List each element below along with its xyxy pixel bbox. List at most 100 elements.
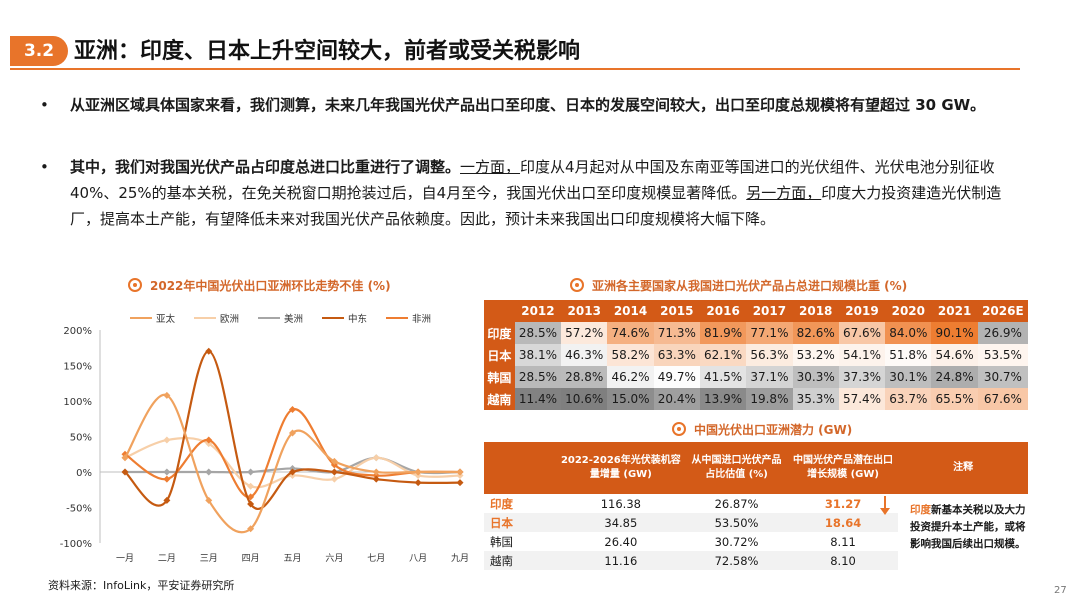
x-tick-label: 一月 <box>116 553 134 564</box>
note-cell <box>898 513 1028 532</box>
bullet-1: • 从亚洲区域具体国家来看，我们测算，未来几年我国光伏产品出口至印度、日本的发展… <box>40 92 1030 144</box>
series-point <box>205 468 213 476</box>
series-point <box>247 468 255 476</box>
series-point <box>414 468 422 476</box>
series-point <box>289 472 296 480</box>
heatmap-cell: 11.4% <box>514 388 562 410</box>
series-point <box>372 454 380 462</box>
series-point <box>163 391 171 399</box>
bullet-1-part: 从亚洲区域具体国家来看，我们测算，未来几年我国光伏产品出口至印度、日本的发展空间… <box>70 96 986 114</box>
heatmap-cell: 37.3% <box>838 366 886 388</box>
legend-label: 美洲 <box>284 313 303 325</box>
bullet-dot: • <box>40 96 49 114</box>
heatmap-cell: 10.6% <box>561 388 608 410</box>
series-point <box>163 468 171 476</box>
column-header: 2018 <box>792 300 839 322</box>
series-point <box>163 475 171 483</box>
bullet-2: • 其中，我们对我国光伏产品占印度总进口比重进行了调整。一方面，印度从4月起对从… <box>40 154 1030 260</box>
series-point <box>456 468 464 476</box>
note-cell <box>898 494 1028 513</box>
x-tick-label: 六月 <box>325 552 343 564</box>
x-tick-label: 五月 <box>283 553 301 564</box>
series-point <box>163 496 171 504</box>
table-row: 印度 116.38 26.87% 31.27 <box>484 494 1028 513</box>
title-divider <box>10 68 1020 70</box>
row-header: 韩国 <box>484 366 515 388</box>
heatmap-cell: 53.5% <box>977 344 1028 366</box>
table-cell: 53.50% <box>685 513 788 532</box>
table-row: 韩国 26.40 30.72% 8.11 <box>484 532 1028 551</box>
series-point <box>330 468 338 476</box>
series-point <box>456 472 464 480</box>
x-tick-label: 九月 <box>451 553 469 564</box>
table-cell: 26.87% <box>714 496 759 511</box>
heatmap-cell: 41.5% <box>699 366 747 388</box>
table-row: 越南 11.16 72.58% 8.10 <box>484 551 1028 570</box>
line-chart: 200% 150% 100% 50% 0% -50% -100% 一月 二月 三月 四月 五月 六月 七月… <box>60 313 469 564</box>
heatmap-cell: 20.4% <box>653 388 700 410</box>
table-cell: 11.16 <box>556 551 686 570</box>
table-cell: 31.27 <box>824 496 862 511</box>
y-tick-label: 50% <box>70 433 92 444</box>
series-line-中东 <box>124 350 461 510</box>
column-header: 2017 <box>746 300 793 322</box>
column-header: 2022-2026年光伏装机容量增量 (GW) <box>556 442 686 494</box>
column-header: 注释 <box>898 442 1028 494</box>
heatmap-cell: 63.7% <box>885 388 932 410</box>
table-cell: 30.72% <box>714 534 759 549</box>
table-cell: 18.64 <box>787 513 899 532</box>
row-header: 日本 <box>484 344 515 366</box>
heatmap-cell: 26.9% <box>977 322 1028 344</box>
column-header: 2026E <box>977 300 1028 322</box>
heatmap-cell: 28.5% <box>514 322 562 344</box>
x-tick-label: 七月 <box>367 553 385 564</box>
corner-cell <box>484 300 515 322</box>
x-tick-label: 八月 <box>409 553 427 564</box>
column-header: 中国光伏产品潜在出口增长规模 (GW) <box>787 442 899 494</box>
table-row: 日本 34.85 53.50% 18.64 <box>484 513 1028 532</box>
row-label: 日本 <box>484 513 557 532</box>
x-tick-label: 四月 <box>242 553 260 564</box>
column-header: 2012 <box>514 300 562 322</box>
heatmap-cell: 54.1% <box>838 344 886 366</box>
column-header: 2019 <box>838 300 886 322</box>
heatmap-cell: 53.2% <box>792 344 839 366</box>
heatmap-cell: 65.5% <box>931 388 978 410</box>
row-label: 韩国 <box>490 534 513 549</box>
column-header: 2015 <box>653 300 700 322</box>
note-cell <box>898 551 1028 570</box>
series-point <box>414 472 422 480</box>
series-point <box>456 479 464 487</box>
heatmap-cell: 28.8% <box>561 366 608 388</box>
column-header: 2016 <box>699 300 747 322</box>
heatmap-cell: 30.3% <box>792 366 839 388</box>
column-header: 2021 <box>931 300 978 322</box>
potential-title: 中国光伏出口亚洲潜力 (GW) <box>672 420 852 438</box>
heatmap-cell: 46.3% <box>561 344 608 366</box>
column-header: 2014 <box>607 300 654 322</box>
bullet-2-text: 其中，我们对我国光伏产品占印度总进口比重进行了调整。一方面，印度从4月起对从中国… <box>70 154 1030 232</box>
y-tick-label: 200% <box>63 326 92 337</box>
section-badge: 3.2 <box>10 36 68 66</box>
heatmap-cell: 51.8% <box>885 344 932 366</box>
y-tick-label: 0% <box>76 468 92 479</box>
heatmap-cell: 38.1% <box>514 344 562 366</box>
series-line-非洲 <box>124 408 461 498</box>
row-header: 印度 <box>484 322 515 344</box>
heatmap-table: 2012 2013 2014 2015 2016 2017 2018 2019 2020 2021… <box>484 300 1028 410</box>
down-arrow-icon <box>880 496 890 515</box>
series-point <box>372 468 380 476</box>
column-header: 2013 <box>561 300 608 322</box>
heatmap-cell: 49.7% <box>653 366 700 388</box>
heatmap-cell: 24.8% <box>931 366 978 388</box>
series-point <box>247 500 255 508</box>
corner-cell <box>484 442 557 494</box>
source-note: 资料来源：InfoLink，平安证券研究所 <box>48 579 235 592</box>
series-point <box>289 429 296 437</box>
circle-bullet-icon <box>570 278 584 292</box>
circle-bullet-icon <box>128 278 142 292</box>
series-point <box>372 472 380 480</box>
legend-label: 非洲 <box>412 313 431 325</box>
circle-bullet-icon <box>672 422 686 436</box>
table-cell: 8.10 <box>787 551 899 570</box>
